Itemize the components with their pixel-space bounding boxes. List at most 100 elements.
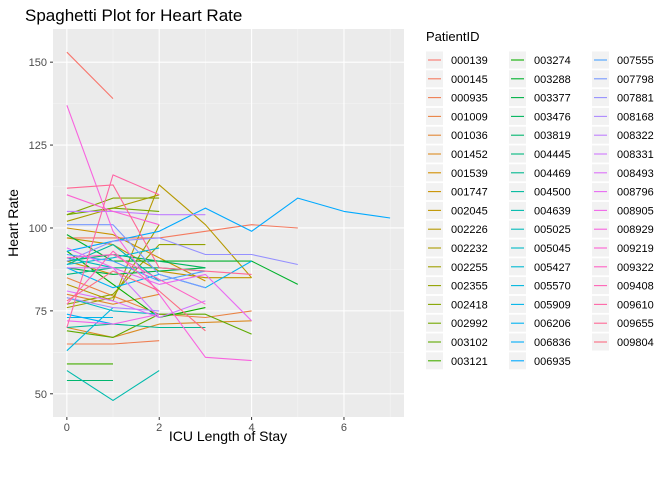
legend-label: 007798 — [617, 74, 654, 86]
legend-label: 005025 — [534, 224, 571, 236]
legend-label: 009804 — [617, 337, 654, 349]
series-line-009610 — [66, 174, 160, 328]
legend-label: 001747 — [451, 187, 488, 199]
legend-label: 005570 — [534, 281, 571, 293]
legend-label: 002418 — [451, 299, 488, 311]
y-tick-label: 150 — [29, 57, 47, 69]
minor-gridlines — [53, 29, 404, 417]
legend-label: 003121 — [451, 356, 488, 368]
series-line-009408 — [66, 250, 160, 305]
legend-label: 008493 — [617, 168, 654, 180]
series-line-008331 — [66, 267, 206, 319]
legend-label: 000935 — [451, 93, 488, 105]
legend-label: 002992 — [451, 318, 488, 330]
legend-label: 005045 — [534, 243, 571, 255]
series-line-000935 — [66, 340, 160, 345]
legend-label: 008796 — [617, 187, 654, 199]
legend: PatientID 000139 000145 000935 001009 001036… — [426, 29, 654, 370]
legend-label: 003102 — [451, 337, 488, 349]
legend-label: 003476 — [534, 111, 571, 123]
series-line-000139 — [66, 51, 114, 99]
legend-items: 000139 000145 000935 001009 001036 001452 0015… — [426, 51, 654, 370]
series-line-008322 — [66, 210, 206, 216]
legend-label: 004500 — [534, 187, 571, 199]
legend-label: 009219 — [617, 243, 654, 255]
series-line-008905 — [66, 313, 160, 325]
legend-label: 001452 — [451, 149, 488, 161]
y-tick-label: 50 — [35, 389, 47, 401]
y-tick-label: 100 — [29, 223, 47, 235]
series-line-006935 — [66, 197, 391, 252]
chart-title: Spaghetti Plot for Heart Rate — [25, 6, 242, 25]
legend-label: 004639 — [534, 205, 571, 217]
legend-label: 006836 — [534, 337, 571, 349]
series-line-002255 — [66, 224, 160, 309]
legend-label: 008331 — [617, 149, 654, 161]
legend-label: 002045 — [451, 205, 488, 217]
y-tick-label: 125 — [29, 140, 47, 152]
legend-label: 001036 — [451, 130, 488, 142]
series-line-001747 — [66, 227, 206, 282]
series-line-006836 — [66, 313, 114, 325]
legend-label: 000145 — [451, 74, 488, 86]
legend-label: 003288 — [534, 74, 571, 86]
series-line-001009 — [66, 277, 252, 319]
legend-label: 001009 — [451, 111, 488, 123]
legend-label: 005909 — [534, 299, 571, 311]
series-line-004500 — [66, 244, 160, 282]
legend-label: 009322 — [617, 262, 654, 274]
legend-label: 001539 — [451, 168, 488, 180]
y-axis: 50 75 100 125 150 — [29, 57, 53, 401]
legend-label: 008168 — [617, 111, 654, 123]
series-line-005427 — [66, 247, 160, 266]
series-line-002226 — [66, 184, 253, 302]
legend-label: 004445 — [534, 149, 571, 161]
series-line-004639 — [66, 370, 160, 401]
x-tick-label: 0 — [64, 422, 70, 434]
series-line-002418 — [66, 197, 160, 216]
legend-label: 009655 — [617, 318, 654, 330]
legend-label: 009610 — [617, 299, 654, 311]
series-line-007881 — [66, 237, 298, 266]
legend-label: 003274 — [534, 55, 571, 67]
legend-label: 003819 — [534, 130, 571, 142]
legend-label: 002355 — [451, 281, 488, 293]
legend-label: 005427 — [534, 262, 571, 274]
legend-label: 002255 — [451, 262, 488, 274]
series-line-001036 — [66, 293, 160, 305]
x-tick-label: 2 — [156, 422, 162, 434]
y-axis-label: Heart Rate — [5, 189, 21, 257]
legend-label: 008905 — [617, 205, 654, 217]
series-line-007798 — [66, 224, 206, 289]
legend-label: 002226 — [451, 224, 488, 236]
series-line-005570 — [66, 307, 114, 352]
legend-label: 000139 — [451, 55, 488, 67]
series-line-001452 — [66, 320, 252, 338]
series-line-009804 — [66, 270, 206, 332]
series-line-009655 — [66, 184, 252, 275]
legend-label: 006206 — [534, 318, 571, 330]
series-line-008493 — [66, 290, 160, 319]
plot-panel — [53, 29, 404, 417]
series-line-008929 — [66, 105, 252, 362]
x-tick-label: 6 — [341, 422, 347, 434]
legend-label: 008929 — [617, 224, 654, 236]
series-line-008796 — [66, 247, 252, 322]
series-line-003288 — [66, 234, 299, 285]
y-tick-label: 75 — [35, 306, 47, 318]
x-axis-label: ICU Length of Stay — [169, 428, 287, 444]
legend-label: 002232 — [451, 243, 488, 255]
series-line-008168 — [66, 297, 160, 312]
legend-label: 009408 — [617, 281, 654, 293]
series-line-002355 — [66, 244, 206, 305]
series-line-002992 — [66, 207, 160, 216]
series-line-000145 — [66, 224, 298, 239]
legend-label: 008322 — [617, 130, 654, 142]
x-axis: 0 2 4 6 — [64, 417, 347, 434]
series-line-009322 — [66, 253, 206, 305]
series-line-004469 — [66, 323, 206, 329]
x-tick-label: 4 — [249, 422, 255, 434]
legend-title: PatientID — [426, 29, 479, 44]
legend-label: 003377 — [534, 93, 571, 105]
